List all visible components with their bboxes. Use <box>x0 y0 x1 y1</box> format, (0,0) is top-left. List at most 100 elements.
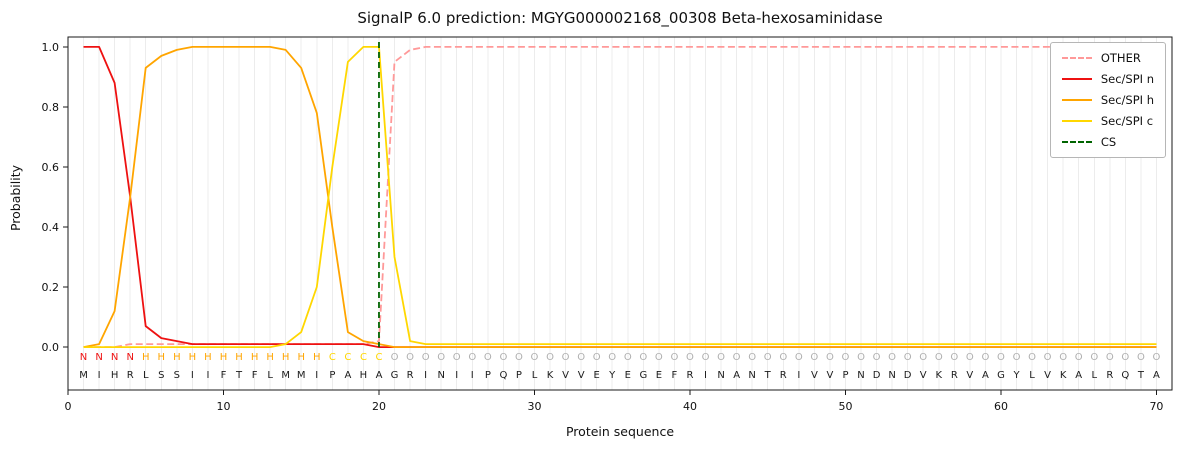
region-letter: O <box>515 352 523 363</box>
region-letter: O <box>577 352 585 363</box>
region-letter: H <box>173 352 181 363</box>
legend-line-sample <box>1061 57 1092 59</box>
residue-letter: L <box>1029 370 1035 381</box>
residue-letter: L <box>1091 370 1097 381</box>
region-letter: O <box>1090 352 1098 363</box>
residue-letter: V <box>578 370 585 381</box>
region-letter: H <box>235 352 243 363</box>
residue-letter: V <box>811 370 818 381</box>
region-letter: N <box>80 352 87 363</box>
region-letter: O <box>950 352 958 363</box>
residue-letter: N <box>748 370 755 381</box>
residue-letter: I <box>797 370 800 381</box>
y-tick-label: 0.6 <box>42 161 60 174</box>
region-letter: C <box>360 352 367 363</box>
residue-letter: F <box>221 370 227 381</box>
residue-letter: R <box>407 370 414 381</box>
residue-letter: P <box>485 370 491 381</box>
region-letter: H <box>313 352 321 363</box>
x-tick-label: 70 <box>1149 400 1163 413</box>
legend-label: CS <box>1100 135 1117 149</box>
residue-letter: D <box>904 370 912 381</box>
x-tick-label: 30 <box>527 400 541 413</box>
region-letter: O <box>1106 352 1114 363</box>
region-letter: O <box>1059 352 1067 363</box>
region-letter: O <box>826 352 834 363</box>
region-letter: O <box>1044 352 1052 363</box>
residue-letter: N <box>888 370 895 381</box>
residue-letter: L <box>143 370 149 381</box>
region-letter: O <box>1121 352 1129 363</box>
region-letter: O <box>639 352 647 363</box>
region-letter: O <box>733 352 741 363</box>
residue-letter: T <box>235 370 243 381</box>
residue-letter: E <box>594 370 600 381</box>
residue-letter: Q <box>1121 370 1129 381</box>
residue-letter: I <box>98 370 101 381</box>
region-letter: N <box>126 352 133 363</box>
residue-letter: S <box>174 370 180 381</box>
residue-letter: I <box>424 370 427 381</box>
residue-letter: N <box>437 370 444 381</box>
legend-label: Sec/SPI n <box>1100 72 1154 86</box>
region-letter: O <box>624 352 632 363</box>
region-letter: O <box>997 352 1005 363</box>
residue-letter: M <box>297 370 306 381</box>
region-letter: O <box>842 352 850 363</box>
x-tick-label: 0 <box>65 400 72 413</box>
residue-letter: G <box>997 370 1005 381</box>
region-letter: N <box>95 352 102 363</box>
x-axis-label: Protein sequence <box>565 424 675 439</box>
residue-letter: N <box>857 370 864 381</box>
region-letter: O <box>1137 352 1145 363</box>
residue-letter: R <box>1106 370 1113 381</box>
y-tick-label: 0.4 <box>42 221 60 234</box>
series-other <box>83 46 1157 349</box>
region-letter: O <box>468 352 476 363</box>
region-letter: O <box>1075 352 1083 363</box>
region-letter: H <box>204 352 212 363</box>
region-letter: O <box>422 352 430 363</box>
x-tick-label: 50 <box>838 400 852 413</box>
residue-letter: R <box>686 370 693 381</box>
legend-line-sample <box>1061 78 1092 80</box>
residue-letter: R <box>127 370 134 381</box>
residue-letter: M <box>281 370 290 381</box>
legend-label: OTHER <box>1100 51 1141 65</box>
residue-letter: A <box>733 370 740 381</box>
residue-letter: A <box>1153 370 1160 381</box>
legend-line-sample <box>1061 120 1092 122</box>
residue-letter: R <box>780 370 787 381</box>
region-letter: O <box>593 352 601 363</box>
residue-letter: Q <box>499 370 507 381</box>
region-letter: H <box>266 352 274 363</box>
residue-letter: L <box>532 370 538 381</box>
residue-letter: K <box>547 370 554 381</box>
chart-title: SignalP 6.0 prediction: MGYG000002168_00… <box>357 9 883 27</box>
region-letter: C <box>344 352 351 363</box>
region-letter: O <box>764 352 772 363</box>
residue-letter: G <box>639 370 647 381</box>
y-tick-label: 1.0 <box>42 41 60 54</box>
region-letter: O <box>546 352 554 363</box>
residue-letter: R <box>951 370 958 381</box>
region-letter: O <box>608 352 616 363</box>
residue-letter: L <box>267 370 273 381</box>
residue-letter: K <box>935 370 942 381</box>
region-letter: O <box>904 352 912 363</box>
legend-item-other: OTHER <box>1061 51 1154 65</box>
region-letter: O <box>748 352 756 363</box>
residue-letter: V <box>920 370 927 381</box>
region-letter: O <box>453 352 461 363</box>
residue-letter: V <box>562 370 569 381</box>
legend-item-sec-spi-h: Sec/SPI h <box>1061 93 1154 107</box>
region-letter: O <box>1028 352 1036 363</box>
residue-letter: D <box>873 370 881 381</box>
x-tick-label: 60 <box>994 400 1008 413</box>
residue-letter: M <box>79 370 88 381</box>
residue-letter: G <box>391 370 399 381</box>
residue-letter: A <box>344 370 351 381</box>
residue-letter: P <box>842 370 848 381</box>
x-tick-label: 10 <box>216 400 230 413</box>
